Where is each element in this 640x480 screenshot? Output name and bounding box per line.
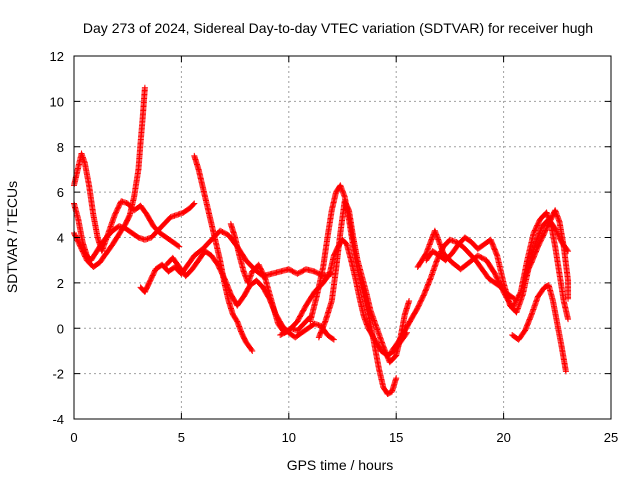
series-arc15: [522, 207, 572, 302]
data-point: [175, 242, 182, 249]
x-tick-label: 5: [178, 430, 185, 445]
y-tick-label: -4: [52, 412, 64, 427]
series-arc14: [509, 282, 569, 375]
series-arc7: [227, 220, 314, 336]
data-point: [565, 295, 572, 302]
x-tick-label: 25: [604, 430, 618, 445]
y-tick-label: 2: [57, 276, 64, 291]
series-arc5: [191, 152, 256, 354]
x-tick-label: 0: [70, 430, 77, 445]
x-axis-label: GPS time / hours: [287, 457, 394, 473]
data-point: [190, 201, 197, 208]
y-tick-label: -2: [52, 367, 64, 382]
y-tick-label: 12: [50, 49, 64, 64]
data-point: [329, 335, 336, 342]
series-arc2: [71, 84, 148, 270]
y-tick-label: 4: [57, 231, 64, 246]
series-arc8: [277, 236, 410, 359]
data-point: [141, 84, 148, 91]
series-arc3: [71, 150, 183, 255]
data-point: [330, 336, 337, 343]
data-point: [191, 200, 198, 207]
data-point: [261, 274, 268, 281]
data-point: [562, 368, 569, 375]
series-arc9: [307, 182, 400, 398]
data-point: [517, 290, 524, 297]
chart-title: Day 273 of 2024, Sidereal Day-to-day VTE…: [83, 20, 593, 36]
x-tick-label: 10: [282, 430, 296, 445]
data-point: [406, 298, 413, 305]
data-points: [71, 84, 572, 398]
y-tick-label: 0: [57, 321, 64, 336]
y-tick-label: 10: [50, 94, 64, 109]
data-point: [176, 243, 183, 250]
grid-lines: [74, 56, 611, 419]
series-arc12: [423, 216, 572, 316]
series-arc13: [414, 209, 572, 323]
y-axis-label: SDTVAR / TECUs: [4, 181, 20, 293]
data-point: [565, 316, 572, 323]
x-tick-label: 20: [496, 430, 510, 445]
data-point: [249, 347, 256, 354]
y-tick-label: 8: [57, 140, 64, 155]
data-point: [393, 375, 400, 382]
axis-ticks: 0 5 10 15 20 25 -4 -2 0 2 4 6 8 10 12: [50, 49, 619, 445]
y-tick-label: 6: [57, 185, 64, 200]
x-tick-label: 15: [389, 430, 403, 445]
series-arc11: [388, 236, 518, 354]
data-point: [248, 346, 255, 353]
